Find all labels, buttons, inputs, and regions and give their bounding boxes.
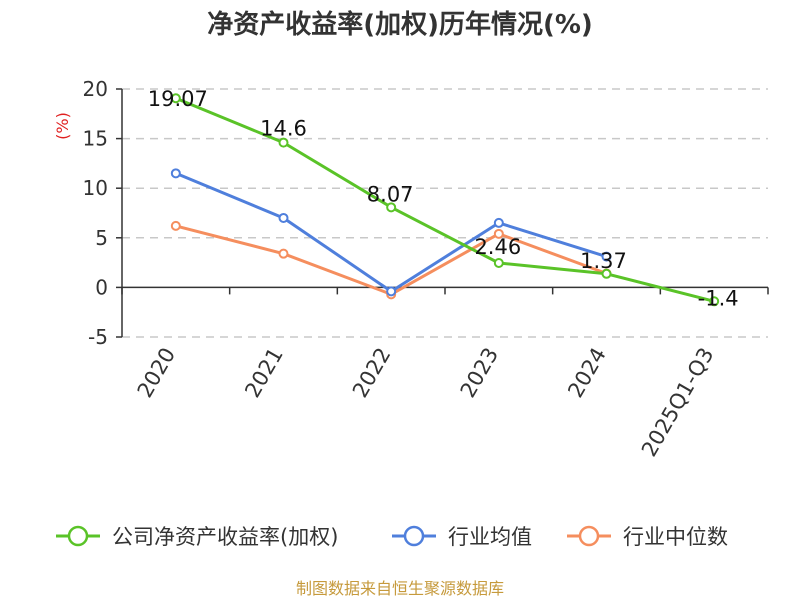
x-tick-label: 2025Q1-Q3	[637, 344, 719, 461]
y-tick-label: 5	[95, 226, 108, 250]
legend-entry: 公司净资产收益率(加权)	[112, 525, 338, 549]
y-tick-label: 0	[95, 275, 108, 299]
data-label: 19.07	[148, 87, 208, 111]
source-note: 制图数据来自恒生聚源数据库	[296, 579, 504, 598]
x-tick-label: 2021	[240, 344, 288, 402]
legend-swatch-marker	[67, 525, 89, 547]
legend-swatch-marker	[403, 525, 425, 547]
legend-swatch-marker	[578, 525, 600, 547]
data-labels: 19.07 14.6 8.07 2.46 1.37 -1.4	[148, 87, 739, 310]
y-tick-label: 15	[83, 127, 108, 151]
data-point	[386, 202, 397, 213]
y-tick-label: -5	[88, 325, 108, 349]
x-tick-label: 2022	[348, 344, 396, 402]
legend-entry: 行业均值	[448, 525, 532, 549]
legend-entry: 行业中位数	[623, 525, 728, 549]
series-lines	[170, 93, 720, 307]
data-point	[493, 257, 504, 268]
data-point	[386, 286, 397, 297]
grid-lines	[122, 88, 768, 338]
data-point	[493, 217, 504, 228]
y-axis-label: (%)	[53, 112, 72, 140]
data-label: 1.37	[580, 249, 627, 273]
data-label: 8.07	[367, 182, 414, 206]
x-tick-label: 2024	[563, 344, 611, 402]
data-label: 2.46	[474, 235, 521, 259]
data-label: 14.6	[260, 117, 307, 141]
data-point	[278, 248, 289, 259]
x-tick-label: 2023	[456, 344, 504, 402]
legend: 公司净资产收益率(加权) 行业均值 行业中位数	[56, 525, 728, 549]
y-tick-label: 10	[83, 176, 108, 200]
data-point	[170, 168, 181, 179]
x-tick-label: 2020	[133, 344, 181, 402]
data-point	[709, 296, 720, 307]
data-point	[170, 220, 181, 231]
data-label: -1.4	[698, 286, 739, 310]
data-point	[601, 251, 612, 262]
data-point	[601, 268, 612, 279]
series-line-0	[175, 96, 715, 303]
y-tick-label: 20	[83, 77, 108, 101]
data-point	[278, 212, 289, 223]
chart-title: 净资产收益率(加权)历年情况(%)	[207, 9, 593, 40]
data-point	[278, 137, 289, 148]
data-point	[493, 228, 504, 239]
data-point	[170, 93, 181, 104]
